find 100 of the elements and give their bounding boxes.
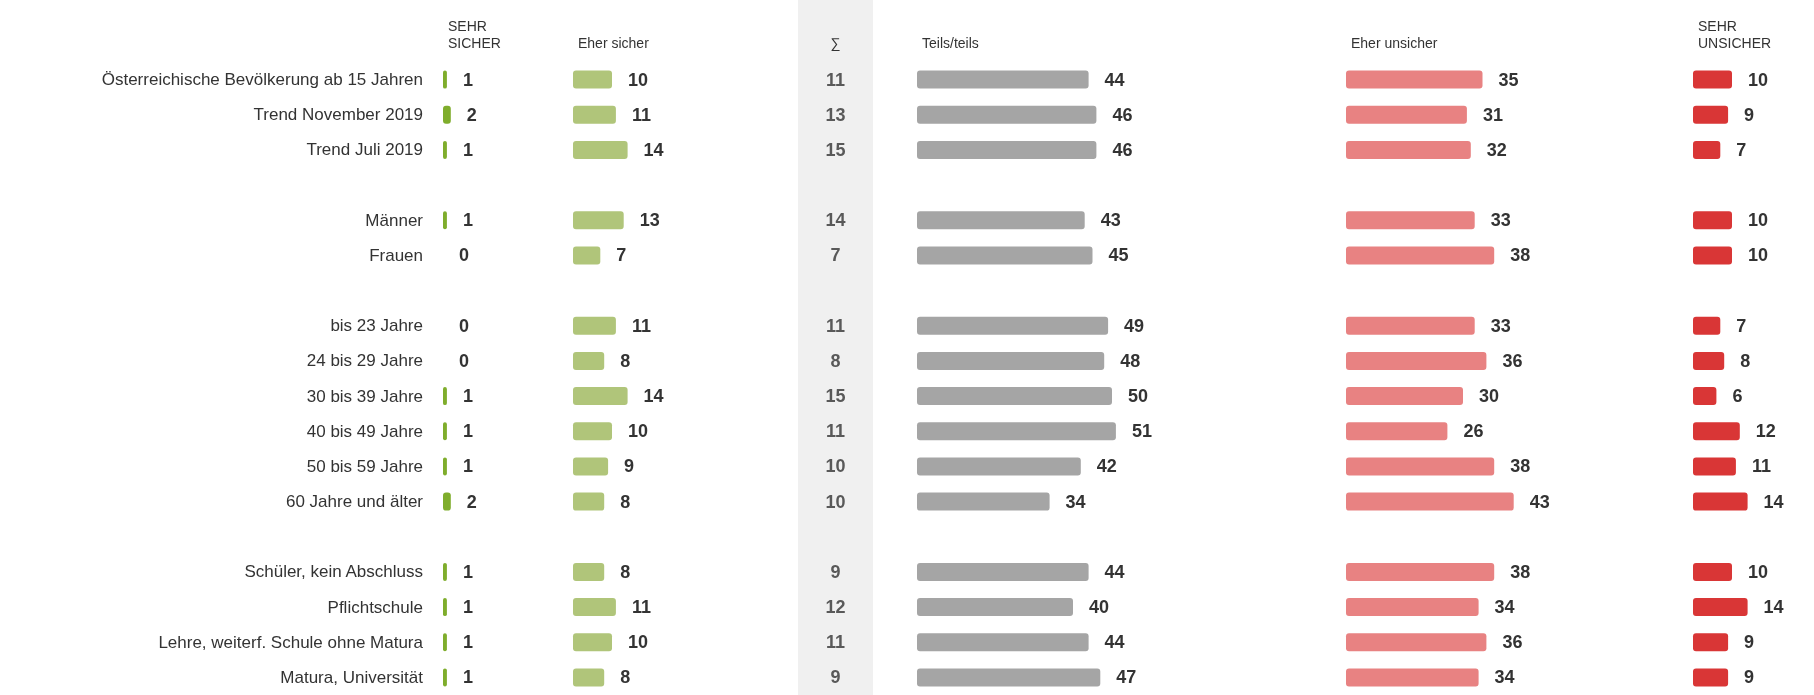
y-tick-label: 60 Jahre und älter: [285, 492, 424, 512]
bar: [573, 457, 609, 476]
data-label: 15: [825, 386, 846, 407]
data-label: 0: [459, 315, 470, 336]
data-label: 1: [462, 632, 473, 653]
data-label: 10: [1748, 210, 1769, 231]
data-label: 10: [628, 632, 649, 653]
bar: [1346, 633, 1487, 652]
data-label: 50: [1128, 386, 1149, 407]
bar: [917, 105, 1097, 124]
data-label: 14: [1763, 491, 1784, 512]
bar: [573, 105, 616, 124]
bar: [1693, 422, 1740, 441]
data-label: 14: [643, 139, 664, 160]
data-label: 11: [825, 315, 846, 336]
bar: [1693, 387, 1717, 406]
data-label: 11: [825, 632, 846, 653]
data-label: 7: [1736, 139, 1747, 160]
bar: [917, 598, 1073, 617]
data-label: 36: [1502, 632, 1523, 653]
data-label: 11: [631, 104, 651, 125]
bar: [1693, 492, 1748, 511]
data-label: 9: [624, 456, 635, 477]
data-label: 1: [462, 386, 473, 407]
data-label: 33: [1490, 210, 1511, 231]
data-label: 38: [1510, 245, 1531, 266]
bar: [573, 387, 628, 406]
bar: [1346, 457, 1495, 476]
text: ∑: [830, 34, 841, 51]
bar: [1346, 492, 1514, 511]
bar: [917, 70, 1089, 89]
data-label: 48: [1120, 350, 1141, 371]
data-label: 2: [466, 491, 477, 512]
y-tick-label: Matura, Universität: [280, 667, 424, 687]
data-label: 9: [1744, 632, 1755, 653]
data-label: 15: [825, 139, 846, 160]
data-label: 8: [830, 350, 841, 371]
bar: [1346, 246, 1495, 265]
data-label: 49: [1124, 315, 1145, 336]
data-label: 42: [1096, 456, 1117, 477]
data-label: 43: [1100, 210, 1121, 231]
y-tick-label: 40 bis 49 Jahre: [306, 421, 423, 441]
data-label: 14: [643, 386, 664, 407]
data-label: 33: [1490, 315, 1511, 336]
bar: [1346, 140, 1471, 159]
bar: [1693, 351, 1725, 370]
data-label: 46: [1112, 104, 1133, 125]
data-label: 8: [620, 491, 631, 512]
bar: [917, 633, 1089, 652]
bar: [917, 562, 1089, 581]
y-tick-label: Männer: [365, 210, 424, 230]
data-label: 44: [1104, 561, 1125, 582]
bar: [917, 246, 1093, 265]
data-label: 1: [462, 421, 473, 442]
bar: [573, 351, 605, 370]
bar: [573, 70, 612, 89]
data-label: 38: [1510, 561, 1531, 582]
bar: [1346, 387, 1463, 406]
bar: [1693, 457, 1736, 476]
data-label: 31: [1482, 104, 1503, 125]
data-label: 0: [459, 245, 470, 266]
data-label: 45: [1108, 245, 1129, 266]
data-label: 1: [462, 597, 473, 618]
bar: [573, 422, 612, 441]
bar: [917, 387, 1112, 406]
data-label: 14: [825, 210, 846, 231]
bar: [573, 492, 605, 511]
data-label: 34: [1494, 597, 1515, 618]
y-tick-label: bis 23 Jahre: [330, 316, 423, 336]
data-label: 10: [628, 69, 649, 90]
data-label: 7: [1736, 315, 1747, 336]
y-tick-label: Trend November 2019: [253, 105, 423, 125]
chart-title: Eher unsicher: [1351, 34, 1438, 51]
bar: [917, 351, 1105, 370]
chart-title: SEHR SICHER: [448, 17, 501, 51]
data-label: 10: [825, 491, 846, 512]
bar: [1346, 351, 1487, 370]
data-label: 26: [1463, 421, 1484, 442]
data-label: 1: [462, 139, 473, 160]
bar: [1346, 70, 1483, 89]
bar: [917, 211, 1085, 230]
data-label: 9: [1744, 667, 1755, 688]
data-label: 14: [1763, 597, 1784, 618]
data-label: 11: [825, 421, 846, 442]
bar: [573, 633, 612, 652]
y-tick-label: Frauen: [369, 245, 423, 265]
data-label: 2: [466, 104, 477, 125]
bar: [573, 316, 616, 335]
data-label: 1: [462, 69, 473, 90]
data-label: 47: [1116, 667, 1137, 688]
bar: [1693, 70, 1732, 89]
data-label: 30: [1479, 386, 1500, 407]
bar: [917, 457, 1081, 476]
data-label: 36: [1502, 350, 1523, 371]
bar: [573, 668, 605, 687]
bar: [573, 140, 628, 159]
data-label: 13: [825, 104, 846, 125]
bar: [1693, 316, 1721, 335]
bar: [1346, 562, 1495, 581]
chart-title: Teils/teils: [922, 34, 979, 51]
